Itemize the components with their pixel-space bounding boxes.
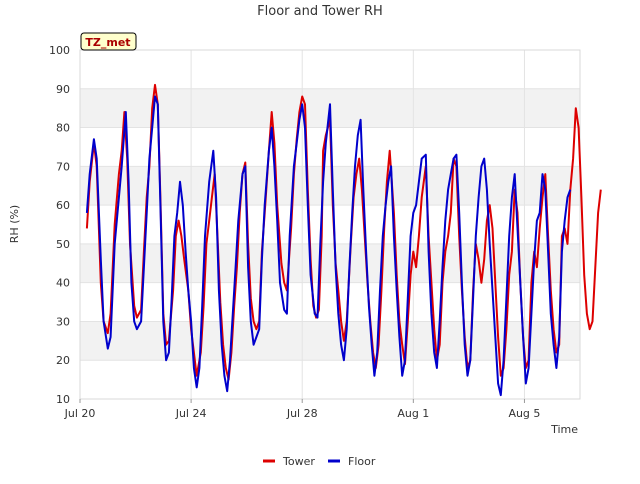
y-tick-label: 90 xyxy=(56,83,70,96)
y-tick-label: 80 xyxy=(56,122,70,135)
plot-band xyxy=(80,166,580,206)
y-tick-label: 50 xyxy=(56,238,70,251)
plot-band xyxy=(80,243,580,283)
legend: Tower Floor xyxy=(263,455,376,468)
annotation-label: TZ_met xyxy=(85,36,130,49)
y-tick-label: 40 xyxy=(56,277,70,290)
y-tick-label: 100 xyxy=(49,44,70,57)
chart-title: Floor and Tower RH xyxy=(257,4,383,19)
x-tick-label: Jul 28 xyxy=(286,407,318,420)
series-lines xyxy=(85,83,602,397)
annotation-box: TZ_met xyxy=(80,32,137,51)
legend-label-floor: Floor xyxy=(348,455,376,468)
x-axis-label: Time xyxy=(550,423,578,436)
x-tick-label: Jul 20 xyxy=(64,407,96,420)
y-tick-label: 70 xyxy=(56,160,70,173)
y-axis-ticks: 10 20 30 40 50 60 70 80 90 100 xyxy=(49,44,70,406)
y-tick-label: 30 xyxy=(56,315,70,328)
x-tick-label: Aug 1 xyxy=(397,407,429,420)
y-axis-label: RH (%) xyxy=(8,205,21,243)
y-tick-label: 60 xyxy=(56,199,70,212)
x-tick-label: Jul 24 xyxy=(175,407,207,420)
x-axis-ticks: Jul 20 Jul 24 Jul 28 Aug 1 Aug 5 xyxy=(64,399,540,420)
legend-label-tower: Tower xyxy=(282,455,315,468)
annotation-frame xyxy=(80,32,137,51)
y-tick-label: 10 xyxy=(56,393,70,406)
y-tick-label: 20 xyxy=(56,354,70,367)
series-line-floor xyxy=(85,95,572,397)
x-tick-label: Aug 5 xyxy=(508,407,540,420)
plot-frame xyxy=(79,49,581,400)
